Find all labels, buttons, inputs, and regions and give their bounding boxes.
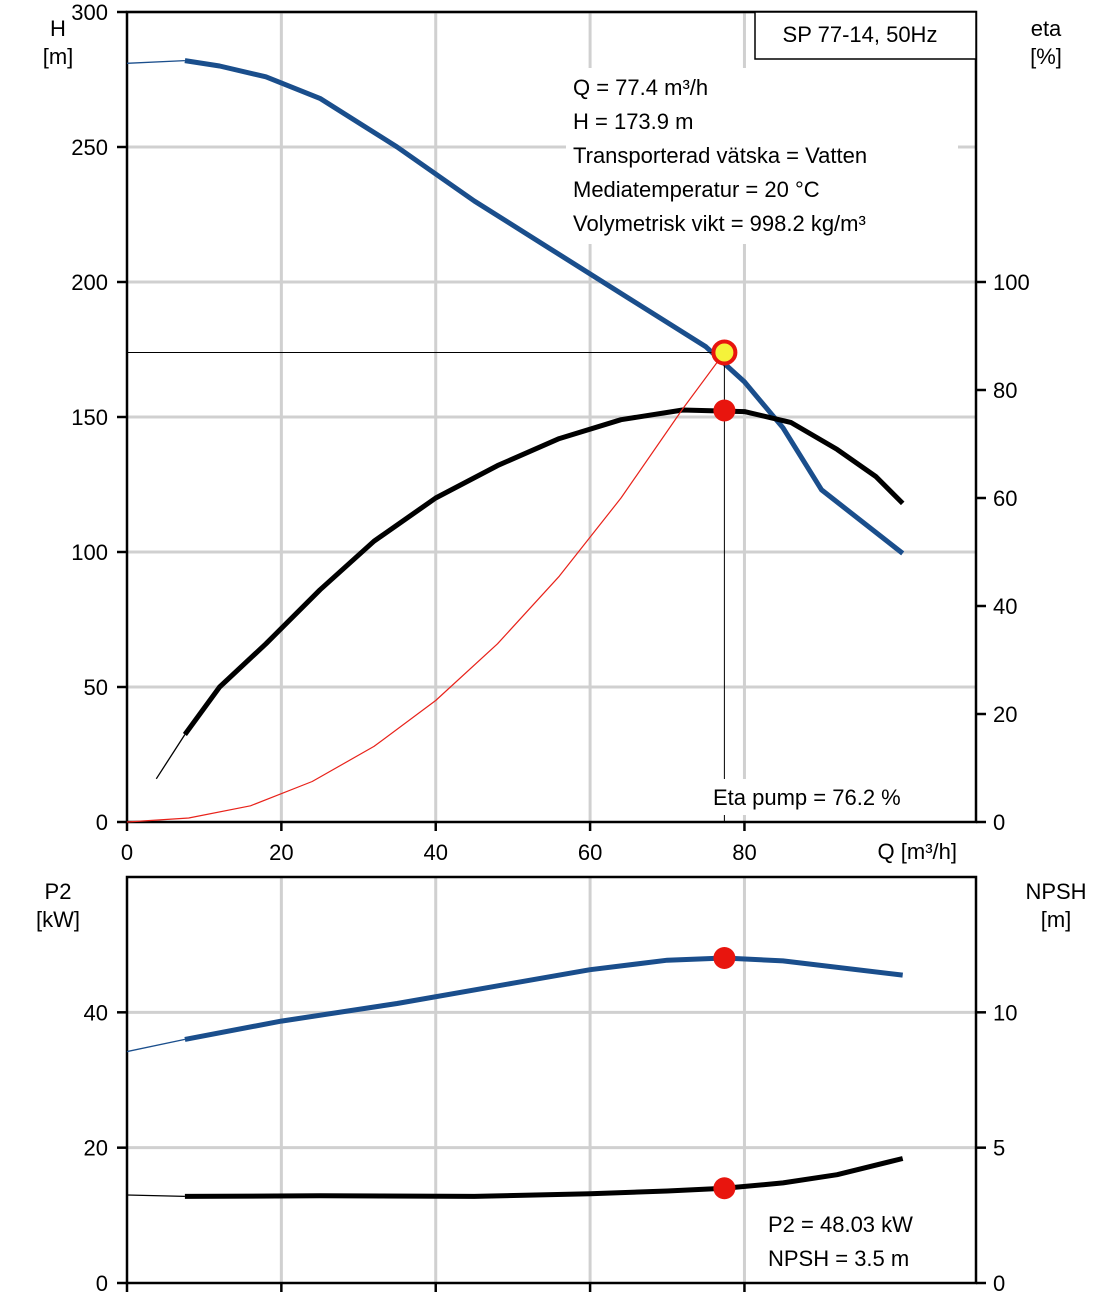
top-series-1-extension [155, 734, 186, 780]
top-ticks: 0 50 100 150 200 250 300 0 20 40 60 80 100 0 20 40 60 80 [71, 0, 1029, 865]
bottom-right-axis-label-2: [m] [1041, 907, 1072, 932]
top-right-tick-label: 80 [993, 378, 1017, 403]
eta-operating-point-marker [713, 399, 736, 422]
top-right-tick-label: 0 [993, 810, 1005, 835]
bottom-left-axis-label-1: P2 [45, 879, 72, 904]
top-left-tick-label: 250 [71, 135, 108, 160]
top-x-tick-label: 40 [423, 840, 447, 865]
eta-annotation-background [708, 779, 956, 815]
top-x-tick-label: 80 [732, 840, 756, 865]
info-line-h: H = 173.9 m [573, 109, 693, 134]
bottom-plot-frame [125, 875, 978, 1285]
top-left-axis-label-2: [m] [43, 44, 74, 69]
npsh-operating-point-marker [713, 1177, 736, 1200]
bottom-right-tick-label: 10 [993, 1000, 1017, 1025]
bottom-curves [126, 955, 904, 1199]
info-line-p2: P2 = 48.03 kW [768, 1212, 913, 1237]
top-left-tick-label: 0 [96, 810, 108, 835]
p2-operating-point-marker [713, 946, 736, 969]
bottom-series-1-extension [126, 1194, 185, 1198]
bottom-left-tick-label: 20 [84, 1136, 108, 1161]
info-line-npsh: NPSH = 3.5 m [768, 1246, 909, 1271]
bottom-left-axis-label-2: [kW] [36, 907, 80, 932]
bottom-grid [127, 877, 976, 1283]
top-series-0-extension [126, 59, 185, 64]
top-right-tick-label: 20 [993, 702, 1017, 727]
top-left-tick-label: 300 [71, 0, 108, 25]
bottom-right-axis-label-1: NPSH [1025, 879, 1086, 904]
top-plot-frame [125, 10, 978, 824]
eta-pump-annotation: Eta pump = 76.2 % [713, 785, 901, 810]
info-line-liquid: Transporterad vätska = Vatten [573, 143, 867, 168]
top-left-tick-label: 100 [71, 540, 108, 565]
bottom-series-0-line [184, 955, 903, 1042]
top-x-tick-label: 20 [269, 840, 293, 865]
bottom-series-0-extension [126, 1038, 186, 1053]
top-curves [126, 58, 905, 823]
bottom-ticks: 0 20 40 0 5 10 [84, 1000, 1018, 1296]
info-line-q: Q = 77.4 m³/h [573, 75, 708, 100]
top-left-tick-label: 150 [71, 405, 108, 430]
top-x-tick-label: 0 [121, 840, 133, 865]
top-series-0-line [184, 58, 905, 556]
bottom-right-tick-label: 0 [993, 1271, 1005, 1296]
top-right-tick-label: 100 [993, 270, 1030, 295]
top-right-axis-label-2: [%] [1030, 44, 1062, 69]
bottom-series-1-line [184, 1156, 904, 1199]
info-line-temperature: Mediatemperatur = 20 °C [573, 177, 820, 202]
head-operating-point-marker [711, 339, 738, 366]
chart-title: SP 77-14, 50Hz [783, 22, 938, 47]
top-left-tick-label: 50 [84, 675, 108, 700]
title-box [754, 11, 977, 60]
top-x-tick-label: 60 [578, 840, 602, 865]
bottom-info-background [762, 1206, 958, 1278]
top-left-tick-label: 200 [71, 270, 108, 295]
bottom-left-tick-label: 0 [96, 1271, 108, 1296]
info-line-density: Volymetrisk vikt = 998.2 kg/m³ [573, 211, 866, 236]
top-series-1-line [182, 407, 905, 736]
top-right-tick-label: 40 [993, 594, 1017, 619]
x-axis-label: Q [m³/h] [878, 839, 957, 864]
top-left-axis-label-1: H [50, 16, 66, 41]
bottom-left-tick-label: 40 [84, 1000, 108, 1025]
top-right-tick-label: 60 [993, 486, 1017, 511]
bottom-right-tick-label: 5 [993, 1136, 1005, 1161]
top-series-2-line [126, 352, 725, 823]
top-right-axis-label-1: eta [1031, 16, 1062, 41]
info-box-background [566, 68, 958, 244]
